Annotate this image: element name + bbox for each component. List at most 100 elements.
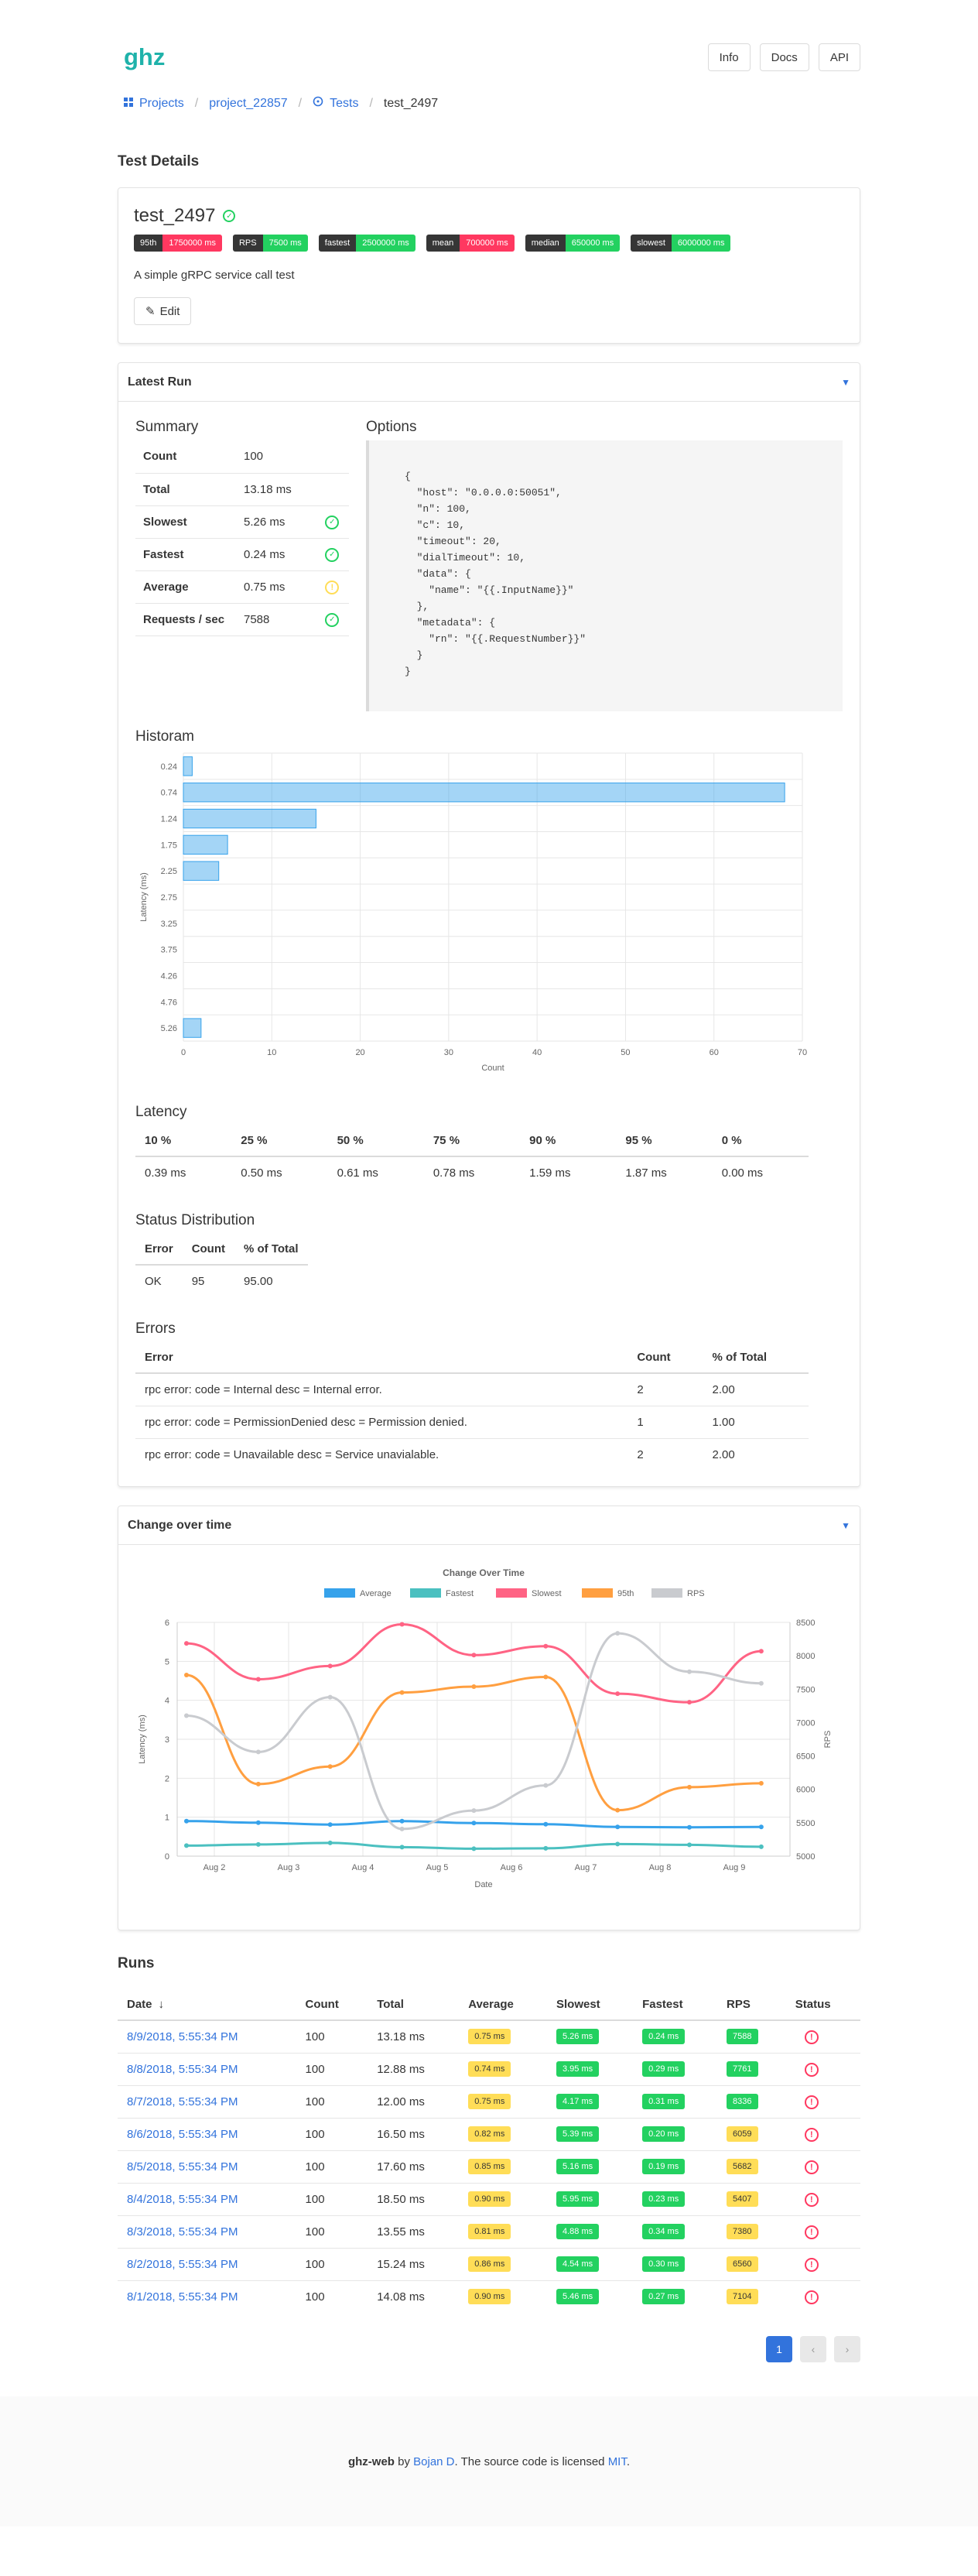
run-total: 13.18 ms (368, 2020, 460, 2054)
summary-key: Fastest (135, 538, 244, 571)
next-page-button[interactable]: › (834, 2336, 860, 2362)
run-slowest-pill: 4.17 ms (556, 2094, 600, 2109)
series-point-slowest (399, 1622, 405, 1627)
prev-page-button[interactable]: ‹ (800, 2336, 826, 2362)
legend-swatch (582, 1588, 613, 1598)
run-total: 18.50 ms (368, 2183, 460, 2216)
run-count: 100 (296, 2085, 368, 2119)
hist-bar (183, 756, 193, 776)
series-point-slowest (184, 1641, 189, 1646)
run-rps-pill: 8336 (727, 2094, 758, 2109)
run-date-link[interactable]: 8/9/2018, 5:55:34 PM (127, 2030, 238, 2043)
gauge-icon (313, 96, 323, 111)
summary-status: ✓ (325, 505, 349, 539)
run-fastest-pill: 0.20 ms (642, 2126, 686, 2142)
run-rps-cell: 5682 (717, 2150, 786, 2184)
info-button[interactable]: Info (707, 43, 751, 71)
threshold-tag: RPS 7500 ms (232, 235, 308, 252)
breadcrumb-project[interactable]: project_22857 (209, 96, 288, 110)
run-date-link[interactable]: 8/1/2018, 5:55:34 PM (127, 2290, 238, 2304)
api-button[interactable]: API (818, 43, 860, 71)
runs-row: 8/6/2018, 5:55:34 PM 100 16.50 ms 0.82 ms 5.… (118, 2118, 860, 2151)
errors-section: Errors Error Count% of Total rpc error: co… (135, 1321, 843, 1471)
runs-header-label: Average (468, 1998, 514, 2011)
series-point-95th (327, 1764, 333, 1769)
breadcrumb-separator: / (194, 96, 199, 110)
breadcrumb-tests[interactable]: Tests (330, 96, 359, 110)
run-date-link[interactable]: 8/3/2018, 5:55:34 PM (127, 2225, 238, 2239)
series-point-95th (255, 1781, 261, 1786)
run-date-link[interactable]: 8/5/2018, 5:55:34 PM (127, 2160, 238, 2174)
options-code: { "host": "0.0.0.0:50051", "n": 100, "c"… (366, 440, 843, 711)
series-point-average (758, 1824, 764, 1830)
run-rps-pill: 5682 (727, 2159, 758, 2174)
run-slowest-cell: 4.17 ms (546, 2085, 634, 2119)
runs-header-label: Status (795, 1998, 831, 2011)
check-icon: ✓ (223, 210, 236, 222)
run-fastest-pill: 0.34 ms (642, 2224, 686, 2239)
license-link[interactable]: MIT (607, 2454, 627, 2468)
errors-cell: 2 (637, 1447, 644, 1461)
histogram-chart: 0 10 20 30 40 50 60 70 0.24 0.74 1.24 1.75 2.25 2.75 3… (139, 752, 807, 1073)
caret-down-icon[interactable]: ▼ (841, 1519, 850, 1531)
edit-button[interactable]: ✎ Edit (134, 297, 192, 325)
series-point-slowest (615, 1691, 621, 1697)
status-header: % of Total (234, 1234, 308, 1266)
run-rps-cell: 7380 (717, 2215, 786, 2249)
latest-run-title: Latest Run (128, 375, 192, 389)
run-date-link[interactable]: 8/2/2018, 5:55:34 PM (127, 2257, 238, 2271)
run-fastest-pill: 0.31 ms (642, 2094, 686, 2109)
series-point-fastest (255, 1841, 261, 1847)
series-point-95th (184, 1672, 189, 1677)
errors-cell: rpc error: code = PermissionDenied desc … (135, 1406, 628, 1439)
hist-x-tick: 20 (355, 1048, 364, 1057)
summary-value: 0.75 ms (244, 570, 326, 604)
run-average-pill: 0.90 ms (468, 2191, 511, 2207)
test-name-text: test_2497 (134, 205, 216, 226)
line-y2-tick: 6500 (796, 1752, 815, 1762)
run-date-cell: 8/8/2018, 5:55:34 PM (118, 2053, 296, 2086)
author-link[interactable]: Bojan D (413, 2454, 455, 2468)
hist-bar (183, 834, 228, 855)
run-date-cell: 8/2/2018, 5:55:34 PM (118, 2248, 296, 2281)
series-point-average (687, 1824, 692, 1830)
breadcrumb-projects[interactable]: Projects (139, 96, 184, 110)
run-date-link[interactable]: 8/6/2018, 5:55:34 PM (127, 2127, 238, 2141)
caret-down-icon[interactable]: ▼ (841, 376, 850, 388)
series-point-fastest (615, 1841, 621, 1847)
hist-x-tick: 50 (621, 1048, 630, 1057)
run-date-link[interactable]: 8/4/2018, 5:55:34 PM (127, 2192, 238, 2206)
runs-header[interactable]: Date ↓ (118, 1989, 296, 2021)
series-point-rps (255, 1749, 261, 1755)
run-count: 100 (296, 2150, 368, 2184)
hist-x-label: Count (481, 1064, 504, 1073)
line-y-label: Latency (ms) (138, 1714, 147, 1764)
errors-cell: 1 (627, 1406, 703, 1439)
brand-logo[interactable]: ghz (124, 43, 166, 70)
series-point-rps (615, 1631, 621, 1636)
run-date-cell: 8/6/2018, 5:55:34 PM (118, 2118, 296, 2151)
sort-arrow-icon[interactable]: ↓ (158, 1998, 165, 2011)
docs-button[interactable]: Docs (759, 43, 809, 71)
run-average-pill: 0.90 ms (468, 2289, 511, 2305)
change-over-time-header[interactable]: Change over time ▼ (118, 1506, 860, 1545)
errors-header: % of Total (703, 1342, 809, 1374)
summary-value: 13.18 ms (244, 473, 326, 506)
summary-title: Summary (135, 419, 199, 435)
summary-value: 5.26 ms (244, 505, 326, 539)
run-date-link[interactable]: 8/8/2018, 5:55:34 PM (127, 2062, 238, 2076)
line-y2-label: RPS (823, 1731, 833, 1749)
line-y-tick: 2 (165, 1774, 169, 1783)
summary-row: Fastest 0.24 ms ✓ (135, 538, 349, 571)
series-point-fastest (687, 1842, 692, 1848)
runs-row: 8/2/2018, 5:55:34 PM 100 15.24 ms 0.86 ms 4.… (118, 2248, 860, 2281)
threshold-tag-value: 650000 ms (565, 235, 621, 252)
run-date-link[interactable]: 8/7/2018, 5:55:34 PM (127, 2095, 238, 2108)
latest-run-header[interactable]: Latest Run ▼ (118, 363, 860, 402)
series-point-95th (758, 1780, 764, 1786)
page-1-button[interactable]: 1 (766, 2336, 792, 2362)
status-cell: OK (145, 1275, 162, 1288)
series-line-rps (186, 1632, 761, 1831)
run-fastest-cell: 0.24 ms (633, 2020, 718, 2054)
series-point-average (399, 1818, 405, 1824)
